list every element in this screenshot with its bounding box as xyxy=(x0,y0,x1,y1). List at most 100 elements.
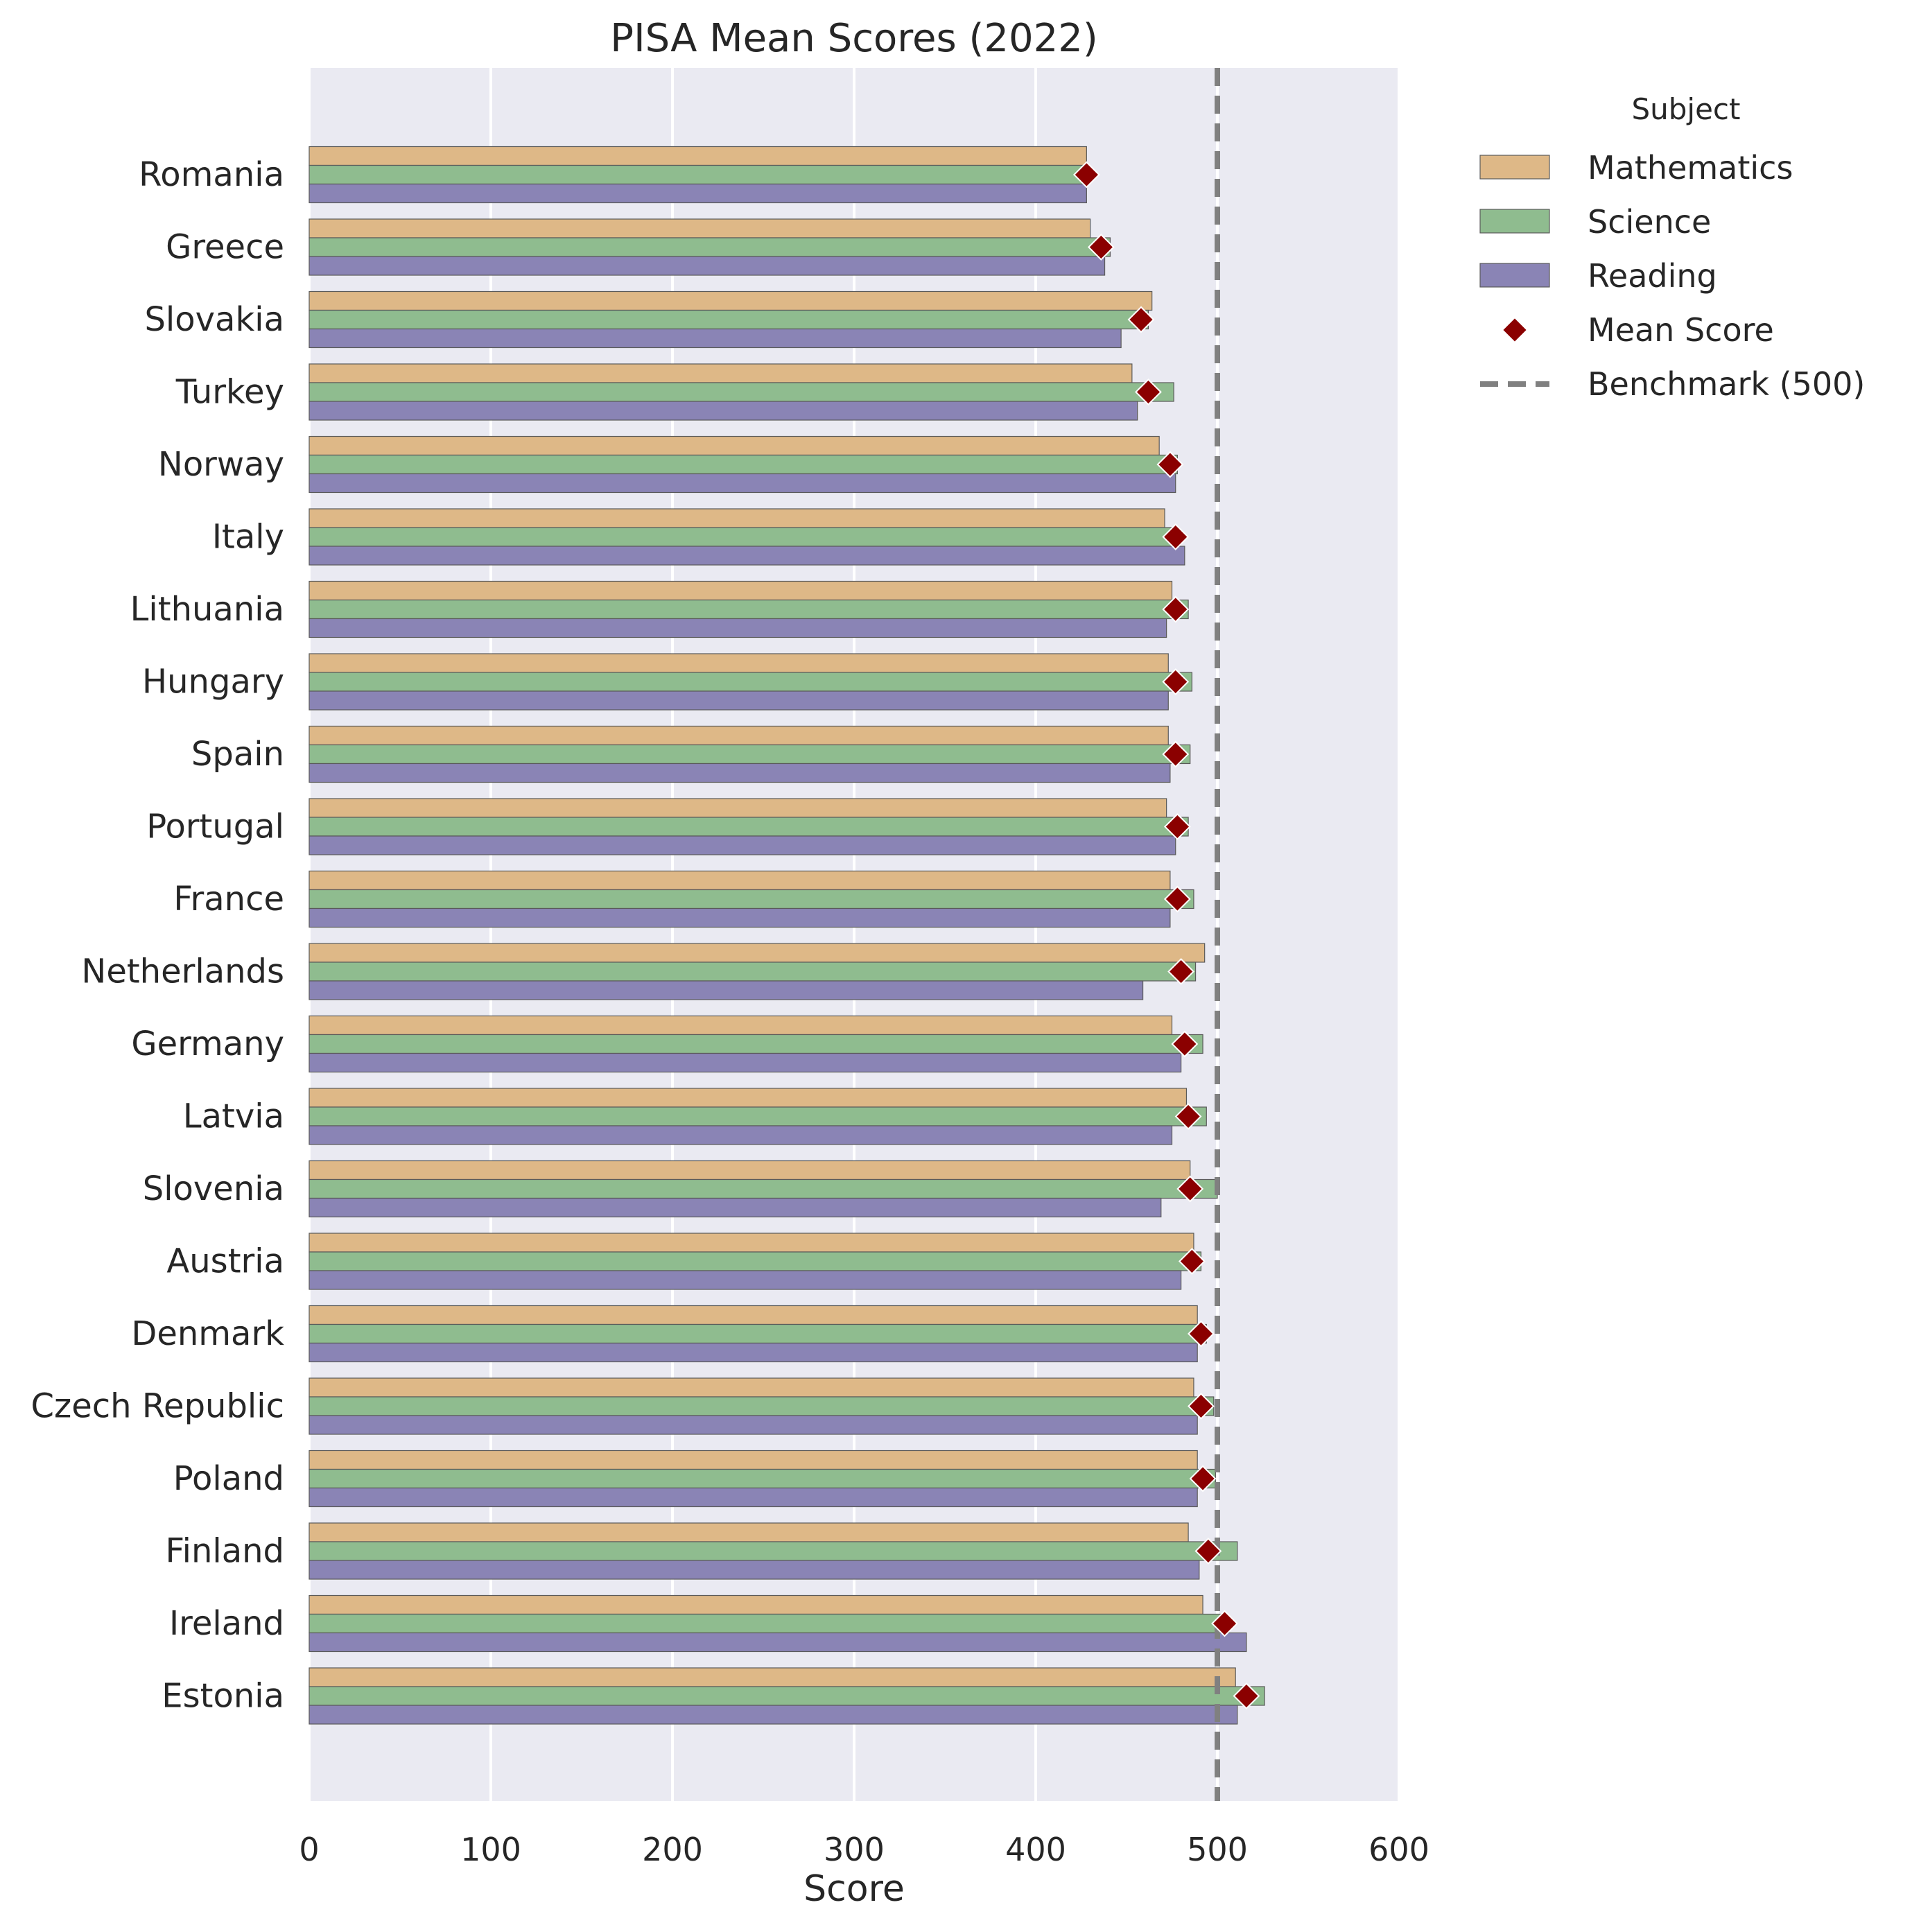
bar-science xyxy=(308,1106,1207,1126)
y-tick-label: Italy xyxy=(212,518,284,557)
bar-reading xyxy=(308,1342,1198,1363)
bar-mathematics xyxy=(308,943,1206,963)
bar-reading xyxy=(308,256,1106,276)
mean-score-marker xyxy=(1167,958,1195,985)
mean-score-marker xyxy=(1211,1610,1238,1637)
bar-science xyxy=(308,1686,1265,1706)
mean-score-marker xyxy=(1135,378,1162,406)
legend-swatch-science xyxy=(1479,209,1550,234)
legend-swatch-mathematics xyxy=(1479,155,1550,180)
mean-score-marker xyxy=(1194,1538,1222,1565)
mean-score-marker xyxy=(1162,595,1190,623)
bar-science xyxy=(308,1178,1218,1199)
legend-title: Subject xyxy=(1631,92,1740,126)
bar-science xyxy=(308,1541,1238,1561)
mean-score-marker xyxy=(1127,306,1155,333)
bar-reading xyxy=(308,1125,1173,1145)
y-tick-label: France xyxy=(173,880,284,919)
mean-score-marker xyxy=(1171,1030,1199,1058)
bar-mathematics xyxy=(308,1088,1188,1108)
y-tick-label: Lithuania xyxy=(130,590,284,629)
bar-science xyxy=(308,309,1149,330)
chart-title: PISA Mean Scores (2022) xyxy=(610,16,1097,61)
mean-score-marker xyxy=(1156,451,1184,478)
mean-score-marker xyxy=(1162,740,1190,768)
bar-mathematics xyxy=(308,870,1171,891)
bar-reading xyxy=(308,1197,1162,1218)
mean-score-marker xyxy=(1189,1465,1217,1492)
bar-reading xyxy=(308,1632,1247,1653)
x-tick-label: 200 xyxy=(642,1831,703,1868)
bar-reading xyxy=(308,980,1144,1000)
mean-score-marker xyxy=(1188,1320,1215,1348)
bar-science xyxy=(308,961,1197,982)
bar-mathematics xyxy=(308,290,1153,311)
bar-reading xyxy=(308,1270,1182,1290)
mean-score-marker xyxy=(1087,234,1115,261)
bar-science xyxy=(308,1613,1226,1634)
bar-science xyxy=(308,889,1194,910)
bar-science xyxy=(308,454,1178,475)
bar-mathematics xyxy=(308,1450,1198,1470)
bar-mathematics xyxy=(308,1305,1198,1325)
bar-science xyxy=(308,164,1087,185)
mean-score-marker xyxy=(1162,668,1190,695)
bar-reading xyxy=(308,763,1171,783)
bar-mathematics xyxy=(308,363,1133,383)
y-tick-label: Turkey xyxy=(175,373,284,412)
x-axis-label: Score xyxy=(803,1868,905,1910)
x-tick-label: 400 xyxy=(1005,1831,1066,1868)
bar-science xyxy=(308,599,1189,620)
bar-mathematics xyxy=(308,1522,1189,1542)
bar-mathematics xyxy=(308,435,1160,456)
y-tick-label: Germany xyxy=(131,1025,284,1063)
x-tick-label: 300 xyxy=(824,1831,885,1868)
y-tick-label: Norway xyxy=(158,445,284,484)
bar-mathematics xyxy=(308,798,1167,818)
bar-reading xyxy=(308,1052,1182,1073)
bar-mathematics xyxy=(308,1667,1236,1687)
y-tick-label: Greece xyxy=(166,228,284,267)
bar-reading xyxy=(308,835,1176,855)
legend-label: Mathematics xyxy=(1588,149,1793,186)
legend-swatch-mean-score xyxy=(1501,316,1529,344)
bar-science xyxy=(308,382,1174,402)
bar-reading xyxy=(308,690,1169,711)
bar-mathematics xyxy=(308,218,1091,238)
y-tick-label: Austria xyxy=(166,1242,284,1281)
legend-label: Benchmark (500) xyxy=(1588,365,1865,403)
bar-mathematics xyxy=(308,580,1173,601)
mean-score-marker xyxy=(1233,1682,1260,1709)
bar-reading xyxy=(308,1415,1198,1435)
bar-mathematics xyxy=(308,653,1169,673)
bar-mathematics xyxy=(308,508,1165,528)
mean-score-marker xyxy=(1163,813,1191,840)
mean-score-marker xyxy=(1163,885,1191,913)
y-tick-label: Finland xyxy=(165,1532,284,1571)
bar-reading xyxy=(308,546,1185,566)
bar-science xyxy=(308,1396,1215,1416)
legend-label: Reading xyxy=(1588,257,1717,295)
bar-mathematics xyxy=(308,1015,1173,1036)
bar-reading xyxy=(308,401,1138,421)
bar-reading xyxy=(308,183,1087,204)
y-tick-label: Slovenia xyxy=(143,1169,284,1208)
bar-reading xyxy=(308,473,1176,494)
bar-reading xyxy=(308,328,1122,349)
mean-score-marker xyxy=(1072,161,1100,189)
y-tick-label: Romania xyxy=(139,155,284,194)
mean-score-marker xyxy=(1174,1103,1202,1130)
legend-label: Mean Score xyxy=(1588,311,1774,349)
legend-swatch-reading xyxy=(1479,263,1550,288)
bar-science xyxy=(308,1034,1203,1054)
bar-mathematics xyxy=(308,1160,1191,1181)
legend-label: Science xyxy=(1588,203,1711,241)
y-tick-label: Poland xyxy=(173,1459,284,1498)
y-tick-label: Netherlands xyxy=(81,952,284,991)
bar-science xyxy=(308,1468,1216,1489)
mean-score-marker xyxy=(1188,1393,1215,1420)
bar-science xyxy=(308,744,1191,765)
bar-science xyxy=(308,527,1176,547)
